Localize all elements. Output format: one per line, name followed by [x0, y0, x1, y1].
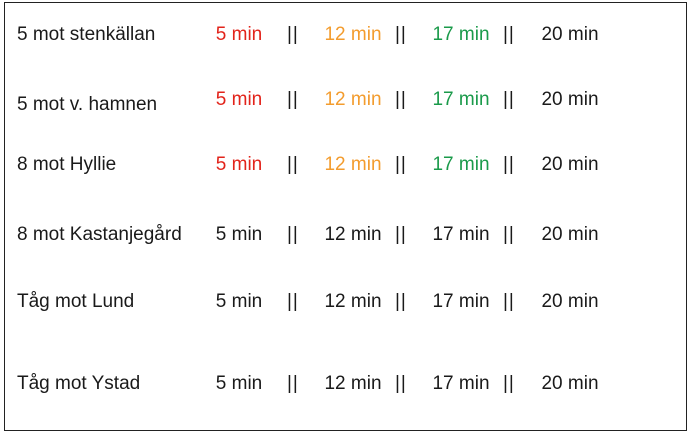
time-separator: || [395, 24, 407, 45]
departure-time: 12 min [324, 373, 382, 394]
time-separator: || [287, 24, 299, 45]
departure-time: 5 min [215, 224, 263, 245]
departure-time: 12 min [324, 154, 382, 175]
time-separator: || [503, 224, 515, 245]
departure-time: 5 min [215, 24, 263, 45]
time-separator: || [287, 154, 299, 175]
departure-time: 17 min [432, 373, 490, 394]
departure-time: 17 min [432, 154, 490, 175]
destination-label: 5 mot stenkällan [17, 24, 156, 45]
departure-board: 5 mot stenkällan 5 min || 12 min || 17 m… [4, 2, 687, 431]
departure-row: 8 mot Hyllie 5 min || 12 min || 17 min |… [5, 150, 686, 180]
departure-time: 5 min [215, 373, 263, 394]
departure-time: 20 min [541, 89, 599, 110]
time-separator: || [395, 373, 407, 394]
departure-time: 20 min [541, 373, 599, 394]
time-separator: || [287, 89, 299, 110]
time-separator: || [503, 89, 515, 110]
destination-label: 5 mot v. hamnen [17, 94, 158, 115]
time-separator: || [395, 154, 407, 175]
departure-time: 17 min [432, 224, 490, 245]
departure-time: 17 min [432, 89, 490, 110]
time-separator: || [503, 24, 515, 45]
time-separator: || [287, 291, 299, 312]
departure-time: 20 min [541, 24, 599, 45]
departure-time: 5 min [215, 89, 263, 110]
destination-label: 8 mot Hyllie [17, 154, 117, 175]
departure-time: 17 min [432, 291, 490, 312]
departure-row: 8 mot Kastanjegård 5 min || 12 min || 17… [5, 220, 686, 250]
time-separator: || [287, 373, 299, 394]
departure-row: 5 mot v. hamnen 5 min || 12 min || 17 mi… [5, 89, 686, 120]
departure-row: Tåg mot Ystad 5 min || 12 min || 17 min … [5, 369, 686, 399]
departure-time: 20 min [541, 224, 599, 245]
time-separator: || [503, 373, 515, 394]
time-separator: || [395, 291, 407, 312]
time-separator: || [287, 224, 299, 245]
departure-time: 20 min [541, 291, 599, 312]
departure-time: 5 min [215, 291, 263, 312]
departure-row: 5 mot stenkällan 5 min || 12 min || 17 m… [5, 20, 686, 50]
departure-time: 12 min [324, 224, 382, 245]
time-separator: || [395, 89, 407, 110]
departure-time: 5 min [215, 154, 263, 175]
departure-time: 20 min [541, 154, 599, 175]
departure-time: 17 min [432, 24, 490, 45]
departure-time: 12 min [324, 291, 382, 312]
time-separator: || [395, 224, 407, 245]
destination-label: Tåg mot Lund [17, 291, 135, 312]
departure-row: Tåg mot Lund 5 min || 12 min || 17 min |… [5, 287, 686, 317]
destination-label: Tåg mot Ystad [17, 373, 141, 394]
departure-time: 12 min [324, 89, 382, 110]
destination-label: 8 mot Kastanjegård [17, 224, 182, 245]
time-separator: || [503, 291, 515, 312]
departure-time: 12 min [324, 24, 382, 45]
time-separator: || [503, 154, 515, 175]
